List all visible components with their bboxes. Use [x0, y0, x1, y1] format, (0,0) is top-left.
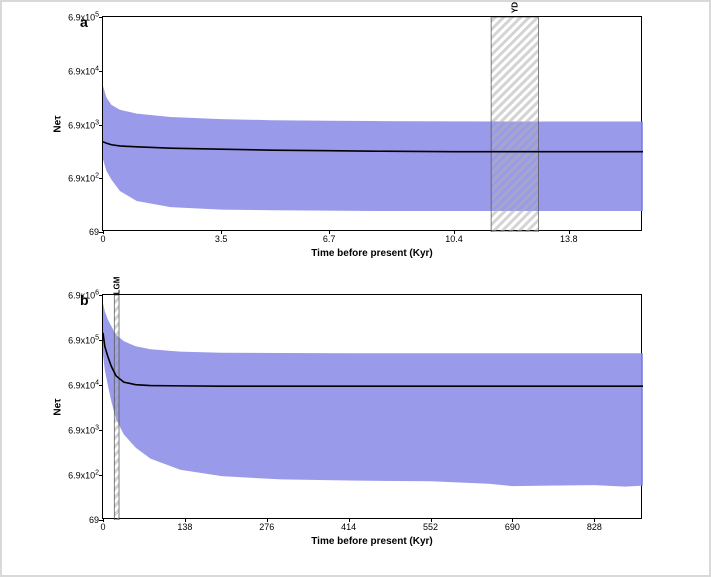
y-tick-label: 6.9x105 — [68, 12, 99, 23]
y-tick-label: 6.9x102 — [68, 470, 99, 481]
panel-a-x-title: Time before present (Kyr) — [311, 248, 433, 259]
panel-b: b Neτ Time before present (Kyr) 696.9x10… — [32, 294, 679, 574]
panel-b-x-title: Time before present (Kyr) — [311, 536, 433, 547]
panel-a-chart: Neτ Time before present (Kyr) 696.9x1026… — [102, 16, 642, 231]
x-tick-label: 3.5 — [215, 234, 228, 244]
y-tick-label: 6.9x106 — [68, 290, 99, 301]
panel-a: a Neτ Time before present (Kyr) 696.9x10… — [32, 16, 679, 288]
y-tick-label: 6.9x102 — [68, 173, 99, 184]
x-tick-label: 0 — [100, 234, 105, 244]
x-tick-label: 138 — [177, 522, 192, 532]
x-tick-label: 0 — [100, 522, 105, 532]
x-tick-label: 828 — [587, 522, 602, 532]
event-band-label: LGM — [112, 277, 121, 295]
event-band — [491, 17, 538, 232]
x-tick-label: 276 — [259, 522, 274, 532]
x-tick-label: 414 — [341, 522, 356, 532]
x-tick-label: 552 — [423, 522, 438, 532]
x-tick-label: 13.8 — [560, 234, 578, 244]
chart-svg — [103, 295, 643, 520]
y-tick-label: 69 — [89, 227, 99, 237]
panel-b-chart: Neτ Time before present (Kyr) 696.9x1026… — [102, 294, 642, 519]
y-tick-label: 69 — [89, 515, 99, 525]
panel-b-y-title: Neτ — [53, 398, 64, 415]
x-tick-label: 6.7 — [323, 234, 336, 244]
y-tick-label: 6.9x105 — [68, 335, 99, 346]
y-tick-label: 6.9x104 — [68, 380, 99, 391]
panel-a-y-title: Neτ — [53, 115, 64, 132]
x-tick-label: 690 — [505, 522, 520, 532]
event-band-label: YD — [510, 2, 519, 13]
y-tick-label: 6.9x103 — [68, 425, 99, 436]
y-tick-label: 6.9x103 — [68, 119, 99, 130]
y-tick-label: 6.9x104 — [68, 65, 99, 76]
confidence-interval — [103, 303, 643, 486]
event-band — [114, 295, 119, 520]
chart-svg — [103, 17, 643, 232]
figure-page: a Neτ Time before present (Kyr) 696.9x10… — [0, 0, 711, 577]
x-tick-label: 10.4 — [445, 234, 463, 244]
